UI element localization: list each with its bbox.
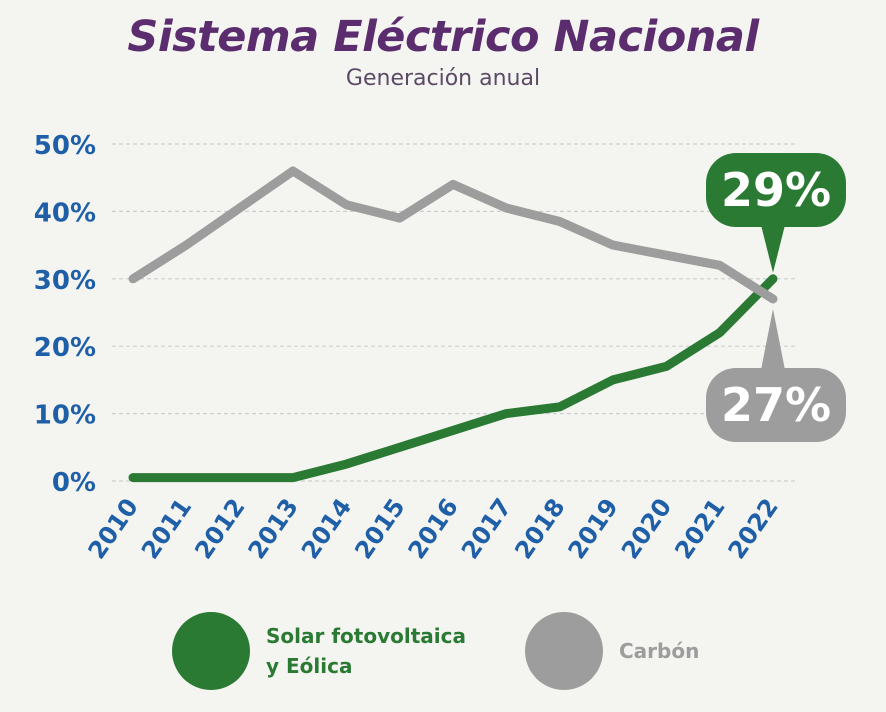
callout-box-coal bbox=[706, 368, 846, 442]
callout-pointer-coal bbox=[761, 309, 785, 370]
legend-item-coal: Carbón bbox=[525, 612, 699, 690]
x-tick-label: 2018 bbox=[509, 493, 570, 564]
series-line-coal bbox=[128, 166, 778, 304]
x-tick-label: 2022 bbox=[723, 493, 784, 564]
legend-swatch-solar bbox=[172, 612, 250, 690]
x-tick-label: 2015 bbox=[349, 493, 410, 564]
y-tick-label: 40% bbox=[34, 198, 96, 228]
x-tick-label: 2019 bbox=[563, 493, 624, 564]
legend-item-solar: Solar fotovoltaica y Eólica bbox=[172, 612, 466, 690]
x-tick-label: 2017 bbox=[456, 493, 517, 564]
y-tick-label: 10% bbox=[34, 401, 96, 431]
y-tick-label: 20% bbox=[34, 333, 96, 363]
legend-swatch-coal bbox=[525, 612, 603, 690]
x-tick-label: 2020 bbox=[616, 493, 677, 564]
x-tick-label: 2021 bbox=[669, 493, 730, 564]
callout-box-solar bbox=[706, 153, 846, 227]
y-tick-label: 0% bbox=[52, 468, 96, 498]
x-tick-label: 2013 bbox=[243, 493, 304, 564]
chart-title: Sistema Eléctrico Nacional bbox=[127, 12, 759, 62]
x-tick-label: 2010 bbox=[83, 493, 144, 564]
series-line-solar bbox=[128, 274, 778, 483]
x-tick-label: 2014 bbox=[296, 493, 357, 564]
legend-label-solar: Solar fotovoltaica y Eólica bbox=[266, 624, 466, 678]
chart-subtitle: Generación anual bbox=[345, 66, 541, 91]
callout-pointer-solar bbox=[761, 225, 785, 273]
x-tick-label: 2016 bbox=[403, 493, 464, 564]
y-tick-label: 30% bbox=[34, 266, 96, 296]
x-tick-label: 2011 bbox=[136, 493, 197, 564]
callout-label-coal: 27% bbox=[721, 378, 831, 432]
callout-label-solar: 29% bbox=[721, 163, 831, 217]
x-tick-label: 2012 bbox=[189, 493, 250, 564]
legend-label-coal: Carbón bbox=[619, 639, 700, 663]
y-tick-label: 50% bbox=[34, 131, 96, 161]
